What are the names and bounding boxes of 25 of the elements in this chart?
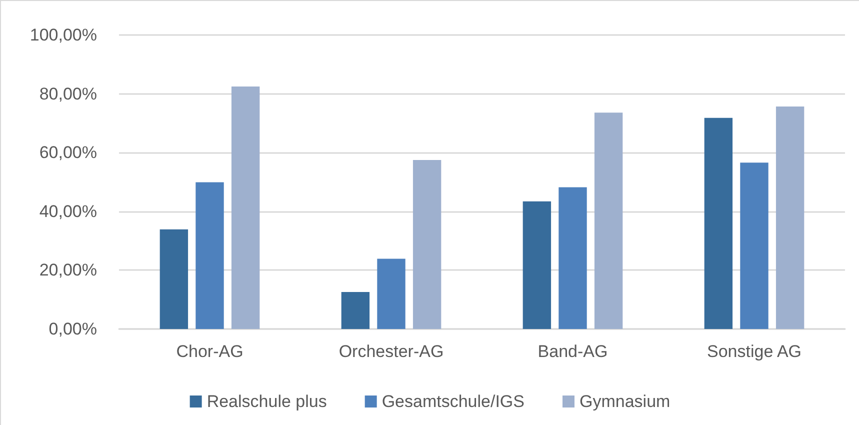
- bar: [704, 118, 733, 329]
- y-tick-label: 80,00%: [39, 84, 97, 104]
- y-tick-label: 100,00%: [30, 26, 97, 44]
- bar: [522, 201, 552, 329]
- x-tick-label: Orchester-AG: [338, 342, 444, 361]
- bar: [160, 229, 188, 329]
- bar: [231, 86, 260, 329]
- x-tick-label: Chor-AG: [176, 342, 244, 361]
- x-tick-label: Sonstige AG: [706, 342, 802, 361]
- x-tick-label: Band-AG: [538, 342, 608, 361]
- bar: [377, 258, 406, 329]
- y-tick-label: 60,00%: [39, 143, 97, 162]
- bar: [412, 160, 442, 329]
- legend-label: Gymnasium: [579, 392, 670, 411]
- y-tick-label: 40,00%: [39, 202, 97, 221]
- bar: [341, 292, 370, 329]
- legend-label: Realschule plus: [206, 392, 327, 411]
- y-tick-label: 20,00%: [39, 260, 97, 280]
- bar: [740, 162, 768, 329]
- legend-label: Gesamtschule/IGS: [382, 392, 524, 411]
- bar: [196, 182, 224, 329]
- bar: [558, 187, 587, 329]
- bar: [776, 106, 804, 329]
- bar: [594, 112, 623, 329]
- y-tick-label: 0,00%: [48, 320, 97, 338]
